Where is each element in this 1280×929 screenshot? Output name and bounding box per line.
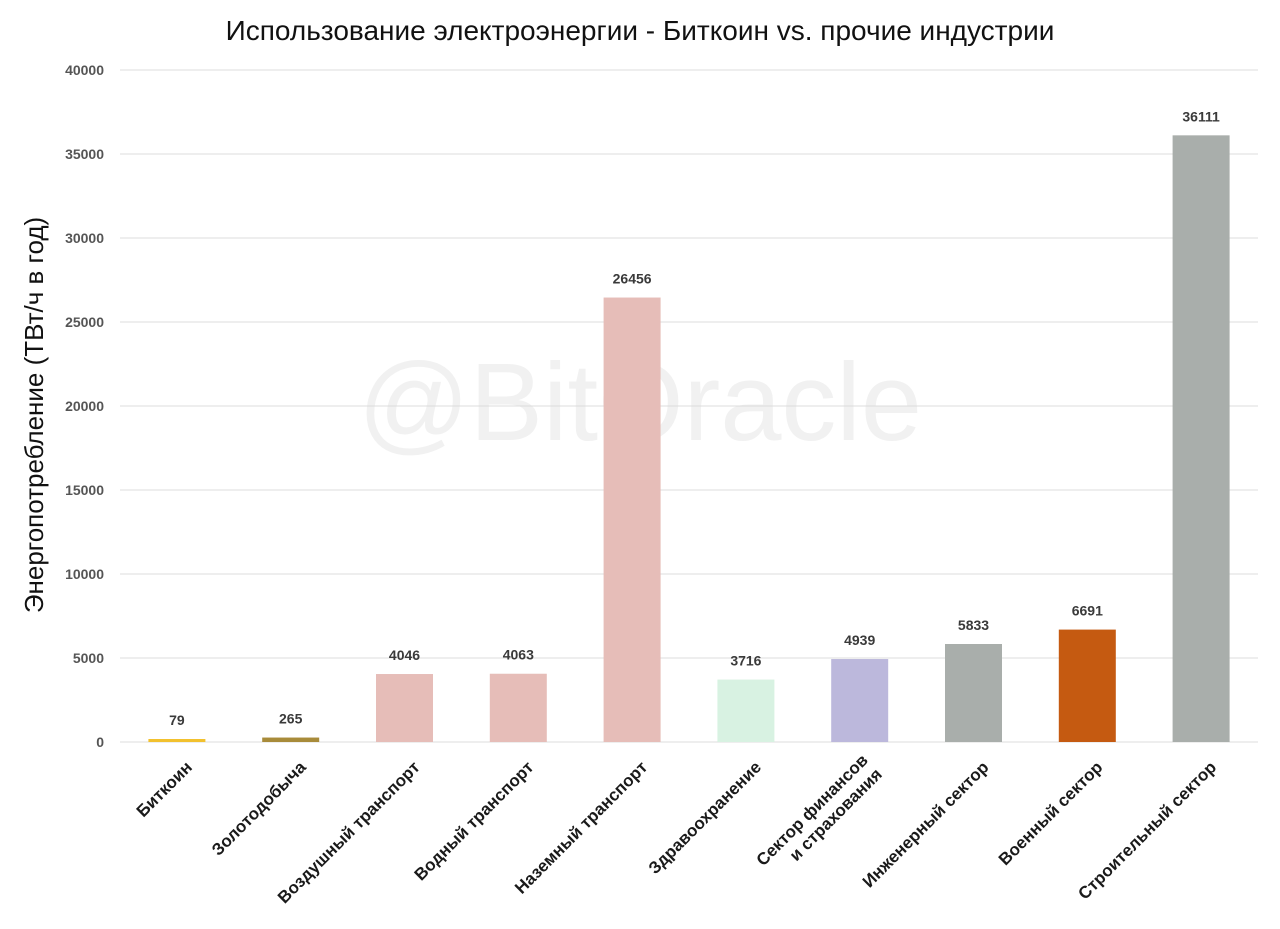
chart-title: Использование электроэнергии - Биткоин v… [226, 15, 1055, 46]
category-label: Сектор финансови страхования [753, 751, 886, 884]
bar-value-label: 4046 [389, 647, 420, 663]
bar-value-label: 79 [169, 712, 185, 728]
y-axis-title: Энергопотребление (ТВт/ч в год) [19, 217, 49, 613]
bar-value-label: 6691 [1072, 603, 1103, 619]
bar-value-label: 265 [279, 711, 303, 727]
bar-value-label: 4939 [844, 632, 875, 648]
category-label: Золотодобыча [208, 757, 310, 859]
bar [1058, 629, 1116, 742]
category-label-line: Наземный транспорт [511, 758, 651, 898]
category-label: Биткоин [133, 758, 196, 821]
bar-value-label: 4063 [503, 647, 534, 663]
bars [148, 135, 1230, 742]
y-axis: 0 5000 10000 15000 20000 25000 30000 35000 40000 [65, 62, 104, 750]
bar-value-label: 3716 [730, 653, 761, 669]
bar-value-label: 5833 [958, 617, 989, 633]
y-tick-label: 10000 [65, 566, 104, 582]
y-tick-label: 40000 [65, 62, 104, 78]
y-tick-label: 20000 [65, 398, 104, 414]
category-label: Военный сектор [995, 758, 1106, 869]
bar-value-label: 36111 [1182, 108, 1220, 124]
category-label-line: Водный транспорт [411, 758, 538, 885]
bar [603, 297, 661, 742]
bar [1172, 135, 1230, 742]
y-tick-label: 5000 [73, 650, 104, 666]
category-label: Здравоохранение [645, 758, 765, 878]
category-label-line: Биткоин [133, 758, 196, 821]
y-tick-label: 0 [96, 734, 104, 750]
bar [376, 674, 433, 742]
y-tick-label: 25000 [65, 314, 104, 330]
bar [717, 679, 775, 742]
category-label-line: Здравоохранение [645, 758, 765, 878]
y-tick-label: 30000 [65, 230, 104, 246]
y-tick-label: 35000 [65, 146, 104, 162]
bar-value-label: 26456 [613, 271, 652, 287]
category-label-line: Золотодобыча [208, 757, 310, 859]
bar [945, 644, 1002, 742]
category-label-line: Военный сектор [995, 758, 1106, 869]
bar [262, 737, 320, 742]
bar [831, 659, 889, 742]
category-label: Водный транспорт [411, 758, 538, 885]
y-tick-label: 15000 [65, 482, 104, 498]
bar [489, 673, 547, 742]
bar [148, 739, 206, 742]
category-label: Наземный транспорт [511, 758, 651, 898]
data-labels: 79 265 4046 4063 26456 3716 4939 5833 6691 36111 [169, 108, 1220, 728]
